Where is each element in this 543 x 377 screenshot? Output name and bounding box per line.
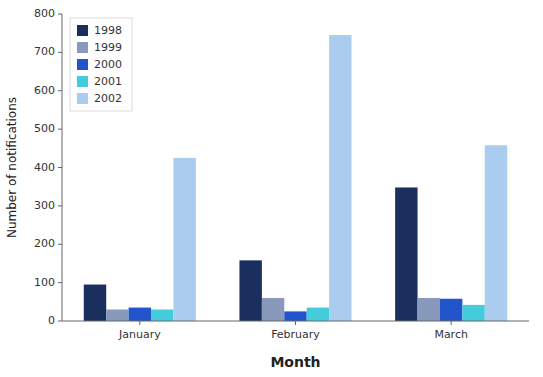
y-tick-label: 300 (34, 199, 55, 212)
y-tick-label: 0 (48, 314, 55, 327)
legend-label: 1999 (94, 41, 122, 54)
y-tick-label: 700 (34, 45, 55, 58)
y-tick (58, 90, 62, 91)
y-tick-label: 500 (34, 122, 55, 135)
bar (284, 311, 306, 321)
y-tick (58, 282, 62, 283)
y-tick-label: 400 (34, 161, 55, 174)
y-tick-label: 800 (34, 7, 55, 20)
x-axis-label: Month (270, 354, 320, 370)
legend-label: 2002 (94, 92, 122, 105)
x-tick (451, 321, 452, 325)
bar (151, 309, 173, 321)
y-tick (58, 321, 62, 322)
bar (129, 308, 151, 321)
legend-swatch (77, 25, 88, 36)
y-tick (58, 167, 62, 168)
legend-label: 2001 (94, 75, 122, 88)
legend-swatch (77, 42, 88, 53)
bar (239, 260, 261, 321)
y-tick (58, 205, 62, 206)
bar (84, 285, 106, 321)
bar (418, 298, 440, 321)
bar (440, 299, 462, 321)
bar (307, 308, 329, 321)
bar (395, 187, 417, 321)
chart: 0 100 200 300 400 500 600 700 800 January February… (0, 0, 543, 377)
y-axis-label: Number of notifications (5, 97, 19, 238)
y-tick (58, 14, 62, 15)
x-tick-label: March (434, 328, 468, 341)
y-tick (58, 129, 62, 130)
bar (485, 145, 507, 321)
bar (106, 309, 128, 321)
bar (462, 305, 484, 321)
x-tick (295, 321, 296, 325)
y-tick (58, 52, 62, 53)
bar (173, 158, 195, 321)
y-tick-label: 200 (34, 237, 55, 250)
y-tick (58, 244, 62, 245)
legend-swatch (77, 59, 88, 70)
legend: 1998 1999 2000 2001 2002 (70, 18, 132, 111)
bar (262, 298, 284, 321)
bars (84, 35, 507, 321)
legend-label: 2000 (94, 58, 122, 71)
x-tick (139, 321, 140, 325)
legend-box (70, 18, 132, 111)
x-tick-label: January (118, 328, 161, 341)
legend-swatch (77, 76, 88, 87)
legend-swatch (77, 93, 88, 104)
legend-label: 1998 (94, 24, 122, 37)
y-tick-label: 600 (34, 84, 55, 97)
y-tick-label: 100 (34, 276, 55, 289)
bar (329, 35, 351, 321)
x-tick-label: February (271, 328, 320, 341)
